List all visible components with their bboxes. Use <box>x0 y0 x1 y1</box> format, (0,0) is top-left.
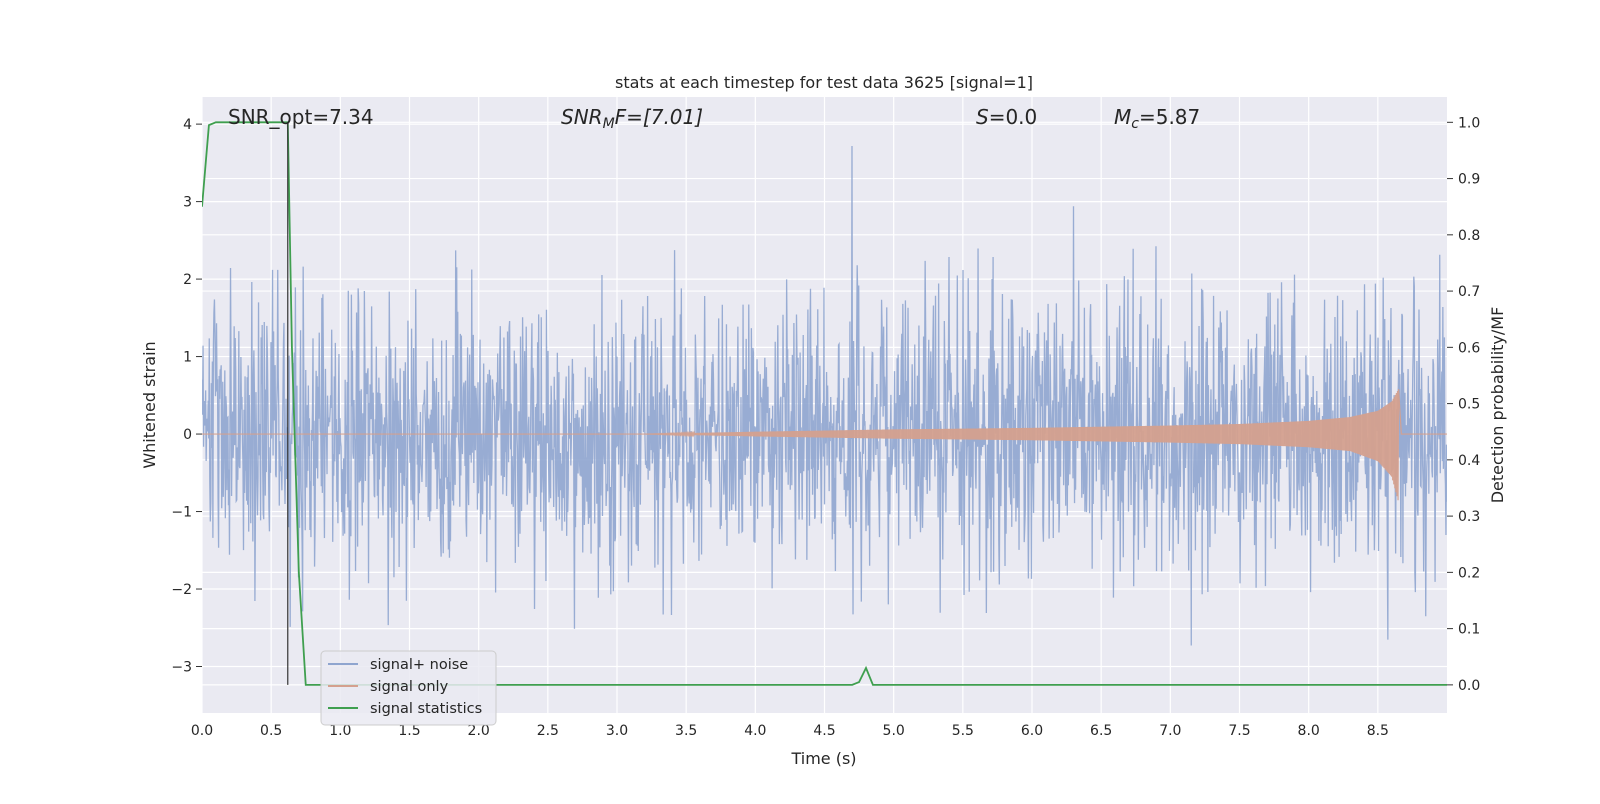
x-tick-label: 0.0 <box>191 723 213 739</box>
y-right-tick-label: 1.0 <box>1458 115 1480 131</box>
y-right-tick-label: 0.0 <box>1458 678 1480 694</box>
y-right-tick-label: 0.2 <box>1458 565 1480 581</box>
y-right-tick-label: 0.9 <box>1458 172 1480 188</box>
annotation-snr-opt: SNR_opt=7.34 <box>228 105 374 129</box>
x-tick-label: 4.0 <box>744 723 766 739</box>
annotation-snr-mf-symbol: SNR <box>561 105 603 129</box>
series-signal-only <box>202 389 1447 501</box>
annotation-snr-mf-subscript: M <box>603 116 615 132</box>
y-right-tick-label: 0.5 <box>1458 397 1480 413</box>
x-tick-label: 6.5 <box>1090 723 1112 739</box>
annotation-snr-mf-value: F=[7.01] <box>615 105 703 129</box>
series-signal-noise <box>202 145 1447 646</box>
x-axis-ticks: 0.0 0.5 1.0 1.5 2.0 2.5 3.0 3.5 4.0 4.5 5.0 5.5 6.0 6… <box>191 723 1389 739</box>
x-axis-label: Time (s) <box>790 749 856 768</box>
y-tick-label: 2 <box>183 272 192 288</box>
annotation-mc: Mc=5.87 <box>1114 105 1200 132</box>
x-tick-label: 8.0 <box>1298 723 1320 739</box>
annotation-mc-subscript: c <box>1131 116 1139 132</box>
legend-box <box>320 650 497 726</box>
plot-area <box>202 121 1447 686</box>
y-axis-label: Whitened strain <box>140 341 159 468</box>
y-right-tick-label: 0.4 <box>1458 453 1480 469</box>
x-tick-label: 7.0 <box>1159 723 1181 739</box>
x-tick-label: 3.5 <box>675 723 697 739</box>
y-right-axis-ticks: 0.0 0.1 0.2 0.3 0.4 0.5 0.6 0.7 0.8 0.9 1.0 <box>1447 115 1480 694</box>
legend: signal+ noise signal only signal statist… <box>320 650 497 726</box>
y-tick-label: 0 <box>183 427 192 443</box>
x-tick-label: 6.0 <box>1021 723 1043 739</box>
x-tick-label: 7.5 <box>1228 723 1250 739</box>
annotation-snr-mf: SNRMF=[7.01] <box>561 105 703 132</box>
y-right-tick-label: 0.7 <box>1458 284 1480 300</box>
x-tick-label: 2.0 <box>468 723 490 739</box>
x-tick-label: 3.0 <box>606 723 628 739</box>
y-right-tick-label: 0.6 <box>1458 340 1480 356</box>
y-right-axis-label: Detection probability/MF <box>1488 307 1507 504</box>
y-right-tick-label: 0.8 <box>1458 228 1480 244</box>
y-tick-label: −3 <box>171 660 192 676</box>
x-tick-label: 2.5 <box>537 723 559 739</box>
y-tick-label: 4 <box>183 117 192 133</box>
x-tick-label: 5.0 <box>883 723 905 739</box>
x-tick-label: 5.5 <box>952 723 974 739</box>
x-tick-label: 1.0 <box>329 723 351 739</box>
y-right-tick-label: 0.3 <box>1458 509 1480 525</box>
y-tick-label: 3 <box>183 195 192 211</box>
y-right-tick-label: 0.1 <box>1458 622 1480 638</box>
x-tick-label: 8.5 <box>1367 723 1389 739</box>
annotation-mc-symbol: M <box>1114 105 1131 129</box>
x-tick-label: 0.5 <box>260 723 282 739</box>
noise-trace <box>202 145 1447 646</box>
x-tick-label: 4.5 <box>813 723 835 739</box>
annotation-s: S=0.0 <box>976 105 1037 129</box>
x-tick-label: 1.5 <box>398 723 420 739</box>
y-tick-label: −1 <box>171 505 192 521</box>
legend-label-signal-noise: signal+ noise <box>370 657 468 673</box>
y-tick-label: −2 <box>171 582 192 598</box>
statistics-line <box>202 121 1447 686</box>
chirp-trace <box>202 389 1447 501</box>
legend-label-signal-only: signal only <box>370 679 449 695</box>
series-signal-statistics <box>202 121 1447 686</box>
chart-title: stats at each timestep for test data 362… <box>615 73 1033 92</box>
annotation-s-symbol: S <box>976 105 989 129</box>
annotation-mc-value: =5.87 <box>1139 105 1200 129</box>
y-tick-label: 1 <box>183 350 192 366</box>
annotation-s-value: =0.0 <box>989 105 1038 129</box>
y-axis-ticks: −3 −2 −1 0 1 2 3 4 <box>171 117 202 676</box>
legend-label-signal-statistics: signal statistics <box>370 701 482 717</box>
